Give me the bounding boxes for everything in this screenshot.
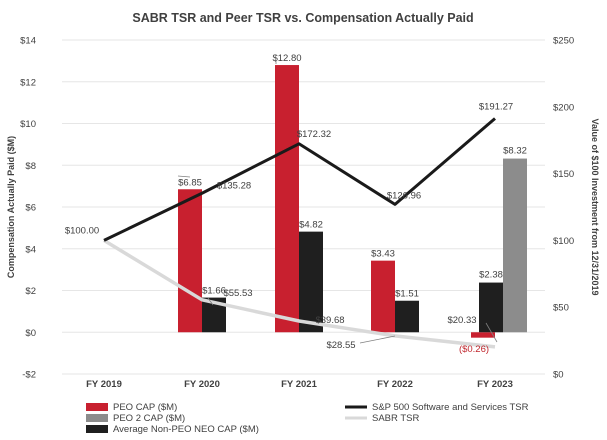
label-leader — [485, 322, 498, 343]
line-label-sabr: $39.68 — [315, 315, 344, 326]
y-axis-left-ticks: -$2 $0 $2 $4 $6 $8 $10 $12 $14 — [20, 36, 36, 381]
legend-swatch — [86, 403, 108, 411]
bar-peo2-cap — [503, 158, 527, 333]
y-tick-label: $2 — [25, 286, 36, 297]
label-leader — [359, 335, 396, 344]
legend-label: SABR TSR — [372, 413, 419, 424]
y2-tick-label: $100 — [553, 236, 574, 247]
legend: PEO CAP ($M)PEO 2 CAP ($M)Average Non-PE… — [86, 402, 529, 435]
y-tick-label: $6 — [25, 203, 36, 214]
bar-label-neo: $1.66 — [202, 286, 226, 297]
label-leader — [177, 175, 191, 178]
bar-label-neo: $2.38 — [479, 270, 503, 281]
bar-neo-cap — [479, 282, 503, 333]
legend-label: PEO 2 CAP ($M) — [113, 413, 185, 424]
y-tick-label: -$2 — [22, 370, 36, 381]
line-label-sabr: $20.33 — [447, 315, 476, 326]
bar-peo-cap — [371, 260, 395, 333]
bar-peo-cap — [471, 332, 495, 338]
bar-label-peo: $3.43 — [371, 249, 395, 260]
bar-label-neo: $1.51 — [395, 289, 419, 300]
legend-swatch — [86, 425, 108, 433]
bar-neo-cap — [299, 231, 323, 333]
bars — [178, 65, 527, 338]
line-label-sabr: $55.53 — [223, 288, 252, 299]
legend-label: Average Non-PEO NEO CAP ($M) — [113, 424, 259, 435]
line-label-sp500: $172.32 — [297, 129, 331, 140]
y2-tick-label: $250 — [553, 36, 574, 47]
y-tick-label: $14 — [20, 36, 36, 47]
y-tick-label: $12 — [20, 77, 36, 88]
line-label-sabr: $28.55 — [326, 340, 355, 351]
y2-tick-label: $0 — [553, 370, 564, 381]
y2-tick-label: $150 — [553, 169, 574, 180]
bar-peo-cap — [178, 189, 202, 333]
x-category-label: FY 2020 — [184, 379, 220, 390]
x-category-label: FY 2023 — [477, 379, 513, 390]
y-axis-left-label: Compensation Actually Paid ($M) — [6, 136, 16, 278]
data-labels: $6.85 $12.80 $3.43 ($0.26) $8.32 $1.66 $4.82 $1… — [65, 53, 527, 355]
y-tick-label: $10 — [20, 119, 36, 130]
label-leaders — [177, 61, 498, 344]
y-axis-right-ticks: $0 $50 $100 $150 $200 $250 — [553, 36, 574, 381]
legend-label: PEO CAP ($M) — [113, 402, 177, 413]
line-sabr-tsr — [103, 238, 496, 349]
y2-tick-label: $50 — [553, 303, 569, 314]
label-leader — [207, 297, 214, 306]
line-label-sp500: $135.28 — [217, 180, 251, 191]
bar-label-peo2: $8.32 — [503, 146, 527, 157]
line-label-sp500: $126.96 — [387, 190, 421, 201]
bar-neo-cap — [395, 300, 419, 333]
y-tick-label: $0 — [25, 328, 36, 339]
line-label-sp500: $100.00 — [65, 225, 99, 236]
chart-title: SABR TSR and Peer TSR vs. Compensation A… — [132, 11, 473, 25]
y-axis-right-label: Value of $100 Investment from 12/31/2019 — [590, 118, 600, 295]
bar-label-neo: $4.82 — [299, 220, 323, 231]
legend-label: S&P 500 Software and Services TSR — [372, 402, 529, 413]
gridlines — [62, 39, 545, 375]
bar-label-peo: $6.85 — [178, 177, 202, 188]
x-category-label: FY 2019 — [86, 379, 122, 390]
line-label-sp500: $191.27 — [479, 101, 513, 112]
bar-label-peo: $12.80 — [272, 53, 301, 64]
x-axis-categories: FY 2019 FY 2020 FY 2021 FY 2022 FY 2023 — [86, 379, 513, 390]
y-tick-label: $4 — [25, 244, 36, 255]
line-sp500-tsr — [103, 117, 496, 242]
bar-peo-cap — [275, 65, 299, 333]
legend-swatch — [86, 414, 108, 422]
y-tick-label: $8 — [25, 161, 36, 172]
y2-tick-label: $200 — [553, 102, 574, 113]
bar-label-peo: ($0.26) — [459, 344, 489, 355]
x-category-label: FY 2022 — [377, 379, 413, 390]
lines — [103, 117, 496, 349]
x-category-label: FY 2021 — [281, 379, 317, 390]
